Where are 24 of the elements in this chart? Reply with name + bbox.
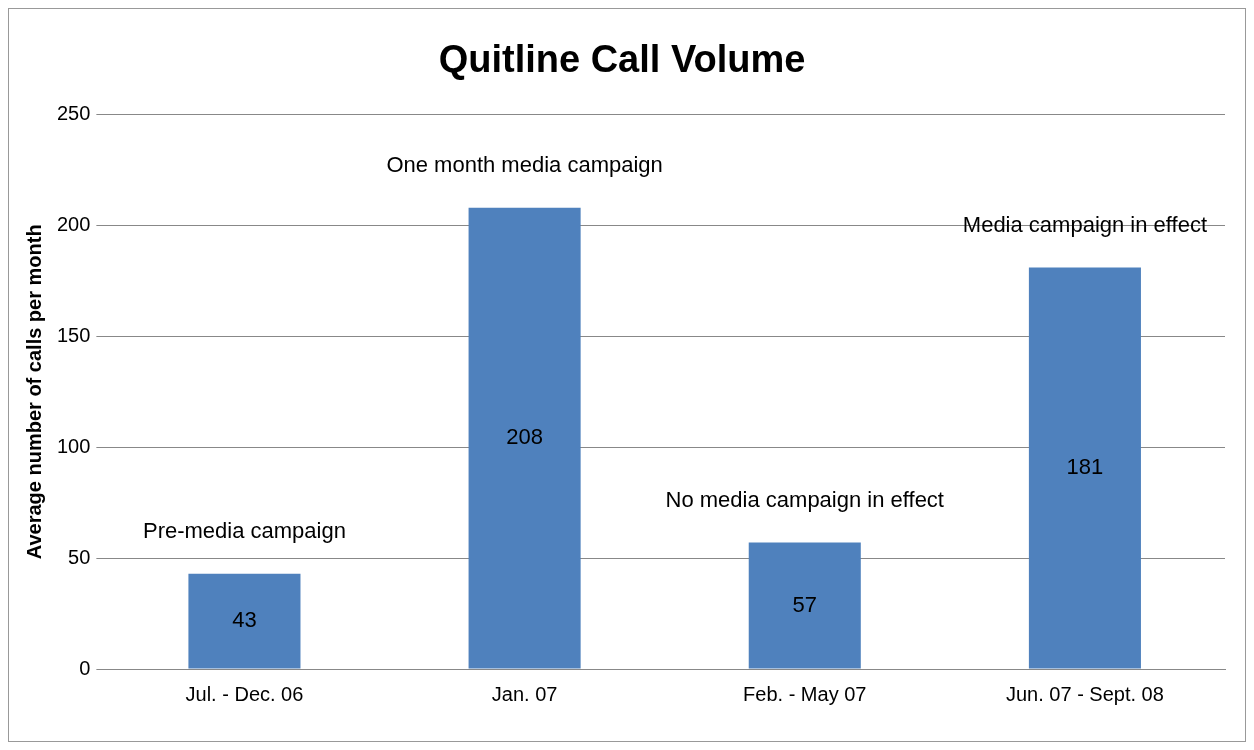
- y-tick-label: 150: [56, 323, 91, 346]
- data-label: 57: [792, 591, 818, 617]
- data-label: 43: [232, 607, 257, 633]
- x-tick-label: Feb. - May 07: [743, 682, 867, 705]
- x-tick-label: Jul. - Dec. 06: [185, 682, 304, 705]
- x-tick-label: Jun. 07 - Sept. 08: [1005, 682, 1164, 705]
- annotation: No media campaign in effect: [665, 486, 944, 512]
- y-tick-label: 250: [56, 102, 91, 125]
- bar: [468, 207, 581, 669]
- bar: [188, 573, 301, 669]
- annotation: One month media campaign: [386, 151, 663, 177]
- annotation: Media campaign in effect: [962, 211, 1208, 237]
- y-tick-label: 0: [79, 656, 91, 679]
- y-tick-label: 200: [56, 213, 91, 235]
- y-axis-title: Average number of calls per month: [22, 224, 45, 560]
- annotation: Pre-media campaign: [142, 517, 346, 543]
- x-tick-label: Jan. 07: [491, 682, 558, 705]
- bar: [748, 542, 861, 669]
- chart-title: Quitline Call Volume: [438, 38, 806, 81]
- y-tick-label: 100: [56, 434, 91, 457]
- data-label: 181: [1066, 454, 1104, 480]
- bar: [1028, 267, 1141, 669]
- y-tick-label: 50: [68, 545, 91, 568]
- data-label: 208: [506, 424, 543, 450]
